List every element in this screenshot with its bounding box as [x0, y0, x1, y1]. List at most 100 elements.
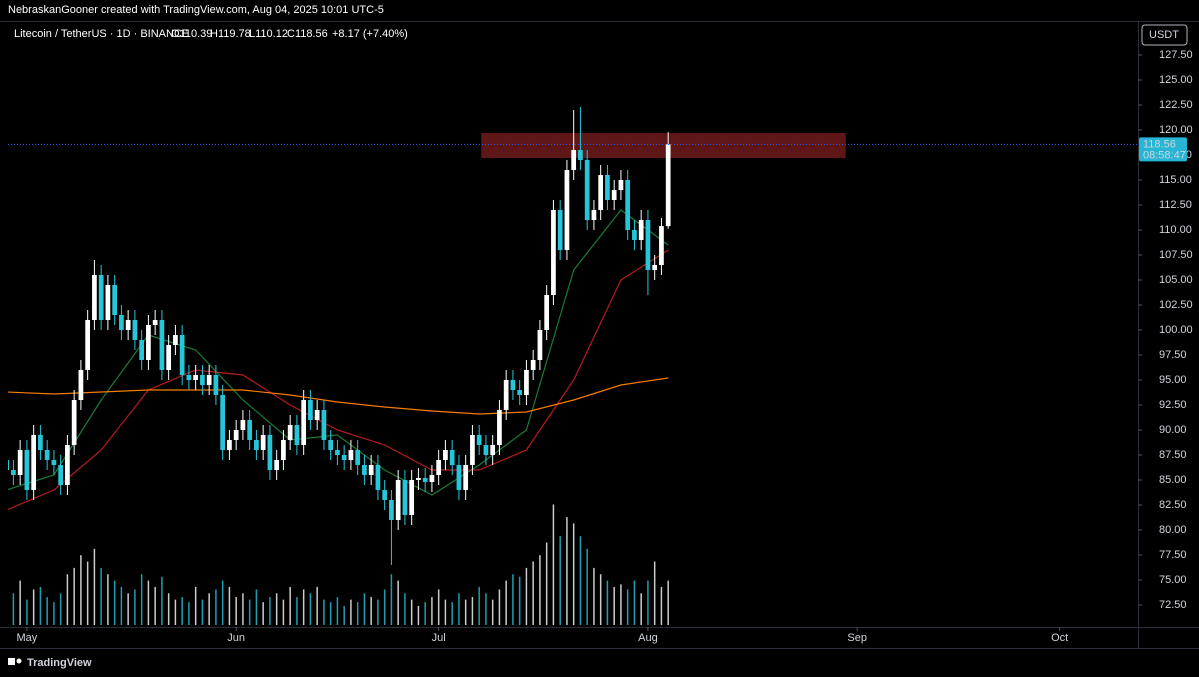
plot-area: [8, 107, 846, 625]
volume-bar: [289, 586, 291, 625]
countdown: 08:58:47: [1143, 149, 1186, 161]
volume-bar: [383, 589, 386, 625]
volume-bar: [107, 574, 109, 625]
candle-body: [483, 445, 489, 455]
candle-body: [287, 425, 293, 440]
y-tick-label: 77.50: [1159, 549, 1187, 561]
y-tick-label: 100.00: [1159, 324, 1193, 336]
volume-bar: [174, 599, 177, 625]
volume-bar: [282, 599, 285, 625]
candle-body: [193, 375, 199, 380]
y-tick-label: 72.50: [1159, 599, 1187, 611]
volume-bar: [215, 589, 217, 625]
x-tick-label: Oct: [1051, 632, 1068, 644]
candle-body: [557, 210, 563, 250]
candle-body: [58, 465, 64, 485]
volume-bar: [599, 574, 602, 625]
candle-body: [422, 478, 428, 482]
candle-body: [402, 480, 408, 515]
volume-bar: [296, 597, 298, 625]
candle-body: [321, 410, 327, 440]
candle-body: [632, 230, 637, 240]
candle-body: [335, 450, 340, 455]
candle-body: [530, 360, 536, 370]
volume-bar: [140, 574, 143, 625]
volume-bar: [302, 589, 305, 625]
candle-body: [429, 475, 435, 482]
volume-bar: [66, 574, 69, 625]
volume-bar: [323, 599, 325, 625]
volume-bar: [606, 580, 609, 625]
change: +8.17 (+7.40%): [332, 28, 408, 40]
currency[interactable]: USDT: [1149, 29, 1179, 41]
candle-body: [618, 180, 624, 190]
volume-bar: [161, 576, 163, 625]
currency-box[interactable]: [1141, 24, 1188, 46]
volume-bar: [86, 561, 89, 625]
volume-bar: [647, 580, 649, 625]
ohlc-open: O110.39: [171, 28, 212, 40]
volume-bar: [228, 586, 231, 625]
volume-bar: [545, 542, 548, 625]
candle-body: [395, 480, 401, 520]
candle-body: [436, 460, 442, 475]
volume-bar: [410, 599, 413, 625]
volume-bar: [404, 593, 406, 625]
candle-body: [375, 465, 381, 490]
volume-bar: [154, 586, 156, 625]
candle-body: [132, 320, 138, 340]
candle-body: [274, 460, 280, 470]
candle-body: [348, 450, 354, 460]
volume-bar: [59, 593, 62, 625]
candle-body: [71, 400, 77, 445]
volume-bar: [93, 548, 96, 625]
candle-body: [382, 490, 388, 500]
candle-body: [490, 445, 496, 455]
resistance-zone: [481, 133, 846, 158]
candle-body: [98, 275, 104, 320]
y-tick-label: 92.50: [1159, 399, 1187, 411]
volume-bar: [653, 561, 656, 625]
x-tick-label: Jun: [227, 632, 245, 644]
candle-body: [233, 430, 239, 440]
volume-bar: [626, 589, 629, 625]
candle-body: [598, 175, 604, 210]
candle-body: [85, 320, 91, 370]
y-tick-label: 110.00: [1159, 224, 1192, 236]
candle-body: [17, 450, 23, 475]
candle-body: [8, 460, 10, 470]
volume-bar: [32, 589, 35, 625]
y-tick-label: 90.00: [1159, 424, 1187, 436]
volume-bar: [181, 597, 183, 625]
volume-bar: [262, 602, 264, 625]
volume-bar: [377, 599, 379, 625]
candle-body: [470, 435, 475, 465]
volume-bar: [390, 574, 393, 625]
candle-body: [497, 410, 502, 445]
volume-bar: [329, 602, 332, 625]
volume-bar: [100, 567, 102, 625]
y-tick-label: 102.50: [1159, 299, 1193, 311]
volume-bar: [80, 555, 82, 625]
volume-bar: [255, 589, 258, 625]
volume-bar: [437, 589, 440, 625]
volume-bar: [134, 589, 136, 625]
credit: NebraskanGooner created with TradingView…: [8, 4, 384, 16]
candle-body: [591, 210, 597, 220]
volume-bar: [309, 593, 312, 625]
volume-bar: [451, 602, 453, 625]
volume-bar: [667, 580, 669, 625]
y-tick-label: 122.50: [1159, 99, 1193, 111]
candle-body: [254, 440, 259, 450]
volume-bar: [485, 593, 487, 625]
y-tick-label: 87.50: [1159, 449, 1187, 461]
candle-body: [605, 175, 610, 200]
volume-bar: [491, 599, 494, 625]
logo: [8, 658, 22, 665]
volume-bar: [593, 567, 595, 625]
candle-body: [564, 170, 570, 250]
ohlc-high: H119.78: [210, 28, 251, 40]
candle-body: [517, 390, 523, 395]
